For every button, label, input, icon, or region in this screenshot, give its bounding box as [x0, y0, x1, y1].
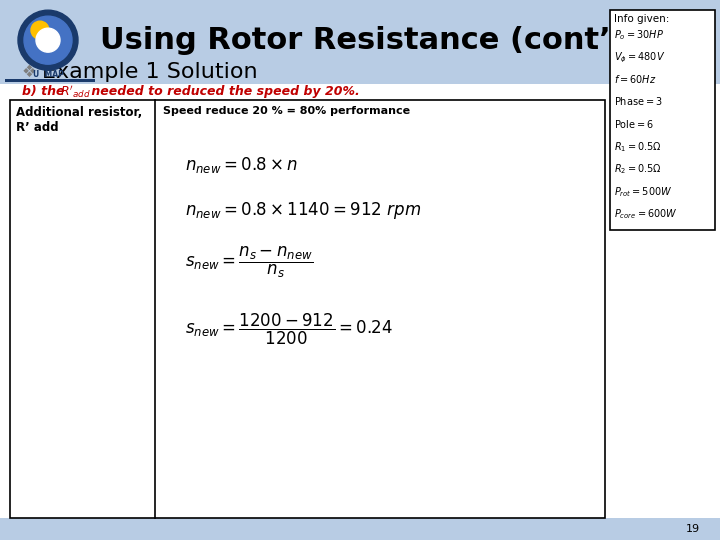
Text: Speed reduce 20 % = 80% performance: Speed reduce 20 % = 80% performance [163, 106, 410, 116]
Text: Info given:: Info given: [614, 14, 670, 24]
Text: $s_{new} = \dfrac{n_s - n_{new}}{n_s}$: $s_{new} = \dfrac{n_s - n_{new}}{n_s}$ [185, 245, 313, 280]
Bar [0, 518, 720, 540]
Text: $R_1 = 0.5\Omega$: $R_1 = 0.5\Omega$ [614, 140, 662, 154]
Text: Using Rotor Resistance (cont’d): Using Rotor Resistance (cont’d) [100, 26, 647, 55]
Circle shape [24, 16, 72, 64]
Text: $P_{rot} = 500W$: $P_{rot} = 500W$ [614, 185, 672, 199]
Circle shape [31, 21, 49, 39]
Circle shape [36, 28, 60, 52]
Bar [610, 10, 715, 230]
Text: ❖: ❖ [22, 63, 37, 81]
Text: needed to reduced the speed by 20%.: needed to reduced the speed by 20%. [87, 85, 360, 98]
Text: Example 1 Solution: Example 1 Solution [42, 62, 258, 82]
Text: $\mathrm{Pole} = 6$: $\mathrm{Pole} = 6$ [614, 118, 654, 130]
Text: $n_{new} = 0.8 \times n$: $n_{new} = 0.8 \times n$ [185, 155, 298, 175]
Text: $s_{new} = \dfrac{1200 - 912}{1200} = 0.24$: $s_{new} = \dfrac{1200 - 912}{1200} = 0.… [185, 312, 392, 347]
Circle shape [18, 10, 78, 70]
Bar [0, 84, 720, 518]
Text: Additional resistor,
R’ add: Additional resistor, R’ add [16, 106, 143, 134]
Text: $P_o = 30HP$: $P_o = 30HP$ [614, 28, 664, 42]
Bar [10, 100, 605, 518]
Text: U  MAP: U MAP [32, 70, 63, 79]
Text: $P_{core} = 600W$: $P_{core} = 600W$ [614, 207, 678, 221]
Text: $n_{new} = 0.8 \times 1140 = 912\ \mathit{rpm}$: $n_{new} = 0.8 \times 1140 = 912\ \mathi… [185, 200, 421, 221]
Text: 19: 19 [686, 524, 700, 534]
Bar [5, 79, 95, 82]
Text: $R_2 = 0.5\Omega$: $R_2 = 0.5\Omega$ [614, 163, 662, 177]
Text: $V_\phi = 480V$: $V_\phi = 480V$ [614, 50, 665, 65]
Text: $f = 60Hz$: $f = 60Hz$ [614, 73, 657, 85]
Text: b) the: b) the [22, 85, 69, 98]
Text: $R'_{add}$: $R'_{add}$ [60, 84, 91, 100]
Bar [0, 0, 720, 84]
Text: $\mathrm{Phase} = 3$: $\mathrm{Phase} = 3$ [614, 96, 662, 107]
